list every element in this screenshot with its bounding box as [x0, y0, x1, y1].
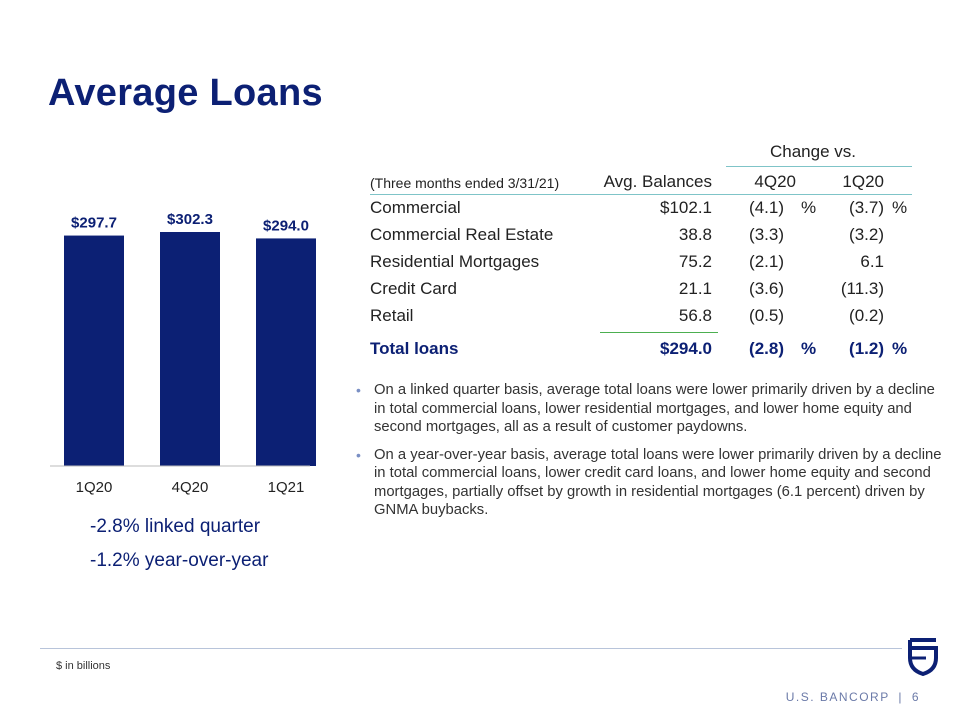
col-header-4q20: 4Q20	[754, 172, 796, 191]
footer-brand: U.S. BANCORP	[785, 690, 890, 704]
row-label: Commercial	[370, 198, 461, 217]
header-rule	[370, 194, 912, 195]
row-label: Residential Mortgages	[370, 252, 540, 271]
data-label-4Q20: $302.3	[167, 211, 213, 228]
row-change-1q20: (3.2)	[849, 225, 884, 244]
total-4q20-pct: %	[801, 339, 817, 358]
col-header-avg-balances: Avg. Balances	[603, 172, 712, 191]
footer: U.S. BANCORP | 6	[786, 690, 920, 704]
category-label-1Q21: 1Q21	[268, 479, 305, 496]
summary-linked-quarter: -2.8% linked quarter	[90, 516, 261, 537]
loans-table: Change vs. (Three months ended 3/31/21) …	[370, 138, 916, 363]
row-change-1q20: (0.2)	[849, 306, 884, 325]
bullet-item: • On a year-over-year basis, average tota…	[356, 446, 944, 520]
summary-year-over-year: -1.2% year-over-year	[90, 550, 269, 571]
row-change-4q20-pct: %	[801, 198, 817, 217]
row-label: Retail	[370, 306, 414, 325]
row-label: Commercial Real Estate	[370, 225, 554, 244]
footnote: $ in billions	[56, 660, 111, 672]
row-change-4q20: (0.5)	[749, 306, 784, 325]
average-loans-bar-chart: $297.7 1Q20 $302.3 4Q20 $294.0 1Q21	[50, 211, 316, 496]
data-label-1Q21: $294.0	[263, 217, 309, 234]
row-change-1q20-pct: %	[892, 198, 908, 217]
bullet-dot-icon: •	[356, 446, 361, 463]
bar-1Q21	[256, 238, 316, 466]
total-avg: $294.0	[660, 339, 712, 358]
footer-separator: |	[898, 690, 903, 704]
row-label: Credit Card	[370, 279, 457, 298]
row-avg-balance: 56.8	[678, 306, 712, 325]
page-number: 6	[911, 690, 920, 704]
bullet-item: • On a linked quarter basis, average tota…	[356, 381, 944, 437]
row-avg-balance: $102.1	[660, 198, 712, 217]
row-change-4q20: (2.1)	[749, 252, 784, 271]
group-header-rule	[726, 166, 912, 167]
bar-1Q20	[64, 235, 124, 466]
total-4q20: (2.8)	[749, 339, 784, 358]
total-label: Total loans	[370, 339, 459, 358]
us-bancorp-shield-icon	[908, 638, 938, 676]
bullet-text: On a linked quarter basis, average total…	[374, 382, 935, 435]
bullet-dot-icon: •	[356, 382, 361, 398]
col-header-1q20: 1Q20	[842, 172, 884, 191]
bar-4Q20	[160, 232, 220, 466]
data-label-1Q20: $297.7	[71, 215, 117, 232]
row-change-1q20: 6.1	[860, 252, 884, 271]
total-1q20: (1.2)	[849, 339, 884, 358]
row-avg-balance: 38.8	[678, 225, 712, 244]
category-label-4Q20: 4Q20	[172, 479, 209, 496]
group-header-change-vs: Change vs.	[770, 142, 856, 161]
row-change-4q20: (4.1)	[749, 198, 784, 217]
row-change-4q20: (3.3)	[749, 225, 784, 244]
row-avg-balance: 75.2	[678, 252, 712, 271]
total-1q20-pct: %	[892, 339, 908, 358]
category-label-1Q20: 1Q20	[76, 479, 113, 496]
row-change-1q20: (11.3)	[840, 279, 884, 298]
total-rule	[600, 332, 718, 333]
bullet-text: On a year-over-year basis, average total…	[374, 446, 942, 519]
row-change-1q20: (3.7)	[849, 198, 884, 217]
footer-rule	[40, 648, 902, 649]
label-header: (Three months ended 3/31/21)	[370, 175, 560, 191]
row-change-4q20: (3.6)	[749, 279, 784, 298]
page-title: Average Loans	[48, 72, 323, 114]
commentary-bullets: • On a linked quarter basis, average tota…	[356, 381, 944, 529]
row-avg-balance: 21.1	[678, 279, 712, 298]
